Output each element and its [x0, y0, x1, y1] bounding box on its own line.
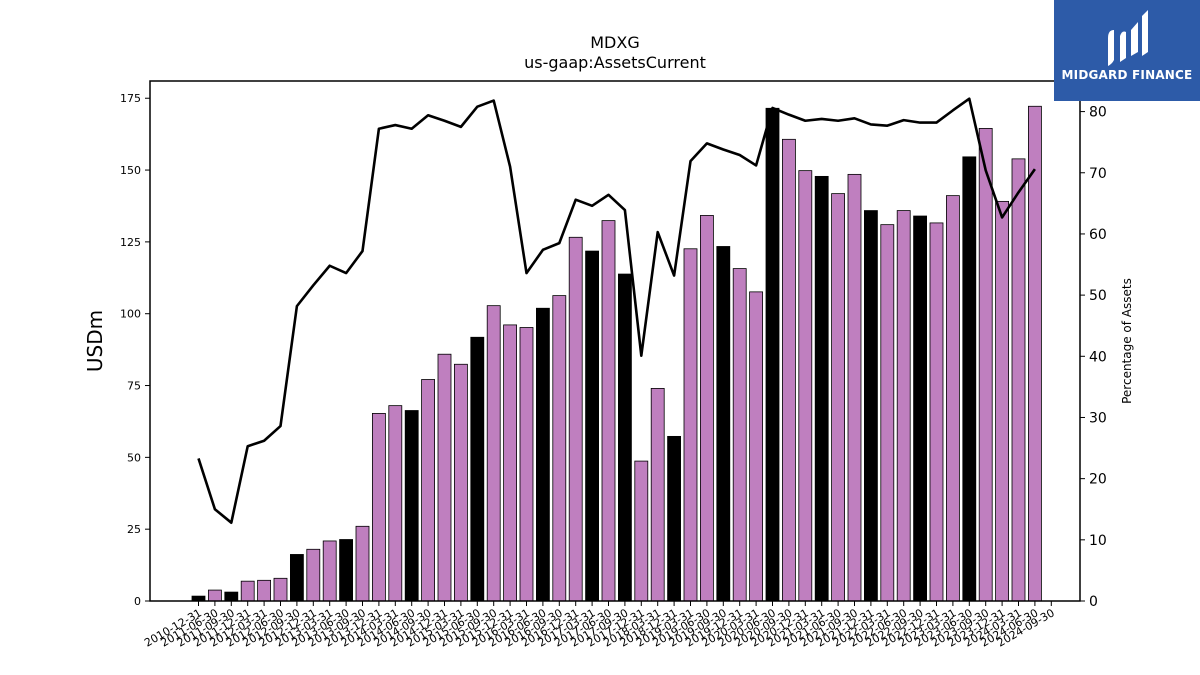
bar-2014-03-31 [388, 405, 403, 602]
bar-2021-03-31 [814, 175, 829, 602]
bar-2021-12-31 [864, 210, 878, 602]
bar-2019-09-30 [716, 246, 731, 602]
percentage-line [197, 97, 1036, 524]
bar-2012-12-31 [306, 548, 321, 602]
bar-2015-12-31 [503, 324, 518, 602]
bar-2015-03-31 [453, 363, 468, 602]
bar-2022-06-30 [896, 210, 911, 602]
logo-text: MIDGARD FINANCE [1061, 68, 1193, 82]
bar-2011-12-31 [240, 580, 255, 602]
y2-axis-ticks: 0 10 20 30 40 50 60 70 80 [1080, 105, 1107, 610]
bar-2019-03-31 [683, 248, 698, 602]
bar-2017-09-30 [618, 273, 632, 602]
bar-2021-09-30 [847, 173, 862, 602]
bar-2018-12-31 [667, 435, 681, 602]
y-tick-label: 50 [127, 451, 141, 464]
y2-tick-label: 50 [1089, 288, 1107, 304]
y-tick-label: 175 [120, 92, 141, 105]
y2-tick-label: 40 [1089, 349, 1107, 365]
bar-2013-09-30 [355, 525, 370, 602]
plot-frame [149, 80, 1081, 602]
x-axis-ticks: 2010-12-312011-06-302011-09-302011-12-31… [142, 601, 1057, 650]
bar-2019-06-30 [700, 215, 714, 602]
logo-mark-icon [1108, 10, 1148, 66]
bar-2024-06-30 [1028, 105, 1042, 602]
bar-2021-06-30 [831, 193, 845, 602]
bar-2019-12-31 [732, 268, 747, 602]
bar-2022-03-31 [880, 224, 895, 602]
y2-tick-label: 0 [1089, 594, 1098, 610]
bar-2014-09-30 [421, 379, 436, 602]
bar-group [191, 105, 1042, 602]
bar-2022-09-30 [913, 215, 927, 602]
bar-2017-12-31 [634, 460, 649, 602]
bar-2023-12-31 [995, 200, 1009, 602]
bar-2020-09-30 [782, 138, 796, 602]
bar-2016-06-30 [536, 307, 550, 602]
y-tick-label: 100 [120, 308, 141, 321]
y2-tick-label: 70 [1089, 166, 1107, 182]
bar-2024-03-31 [1011, 158, 1026, 602]
y-tick-label: 0 [134, 595, 141, 608]
y2-tick-label: 20 [1089, 472, 1107, 488]
bar-2016-12-31 [568, 236, 583, 602]
bar-2018-03-31 [650, 387, 665, 602]
bar-2012-06-30 [273, 577, 288, 602]
y-tick-label: 25 [127, 523, 141, 536]
bar-2020-12-31 [798, 170, 813, 602]
y-tick-label: 125 [120, 236, 141, 249]
bar-2020-03-31 [749, 291, 763, 602]
bar-2013-03-31 [322, 540, 337, 602]
y-tick-label: 150 [120, 164, 141, 177]
bar-2017-03-31 [585, 250, 599, 602]
y2-tick-label: 10 [1089, 533, 1107, 549]
bar-2023-03-31 [946, 195, 960, 602]
y2-tick-label: 60 [1089, 227, 1107, 243]
bar-2022-12-31 [929, 222, 944, 602]
bar-2011-06-30 [207, 589, 222, 602]
bar-2012-03-31 [257, 579, 272, 602]
y2-tick-label: 30 [1089, 410, 1107, 426]
bar-2012-09-30 [289, 554, 304, 602]
y2-tick-label: 80 [1089, 105, 1107, 121]
bar-2014-12-31 [437, 353, 452, 602]
bar-2011-09-30 [224, 591, 239, 602]
y-tick-label: 75 [127, 380, 141, 393]
bar-2013-12-31 [371, 412, 386, 602]
chart-subtitle: us-gaap:AssetsCurrent [524, 53, 706, 72]
bar-2023-09-30 [978, 127, 993, 602]
bar-2016-03-31 [519, 327, 534, 602]
chart-title: MDXG [590, 33, 639, 52]
bar-2015-06-30 [470, 336, 485, 602]
bar-2013-06-30 [339, 539, 354, 602]
brand-logo: MIDGARD FINANCE [1054, 0, 1200, 101]
bar-2017-06-30 [601, 220, 616, 602]
bar-2023-06-30 [962, 156, 977, 602]
line-group [197, 97, 1036, 524]
y2-axis-label: Percentage of Assets [1120, 278, 1134, 404]
bar-2014-06-30 [404, 410, 419, 602]
bar-2016-09-30 [552, 295, 567, 602]
y-axis-label: USDm [83, 310, 107, 372]
bar-2015-09-30 [486, 305, 501, 602]
bar-2020-06-30 [765, 107, 780, 602]
y-axis-ticks: 0 25 50 75 100 125 150 175 [120, 92, 150, 608]
